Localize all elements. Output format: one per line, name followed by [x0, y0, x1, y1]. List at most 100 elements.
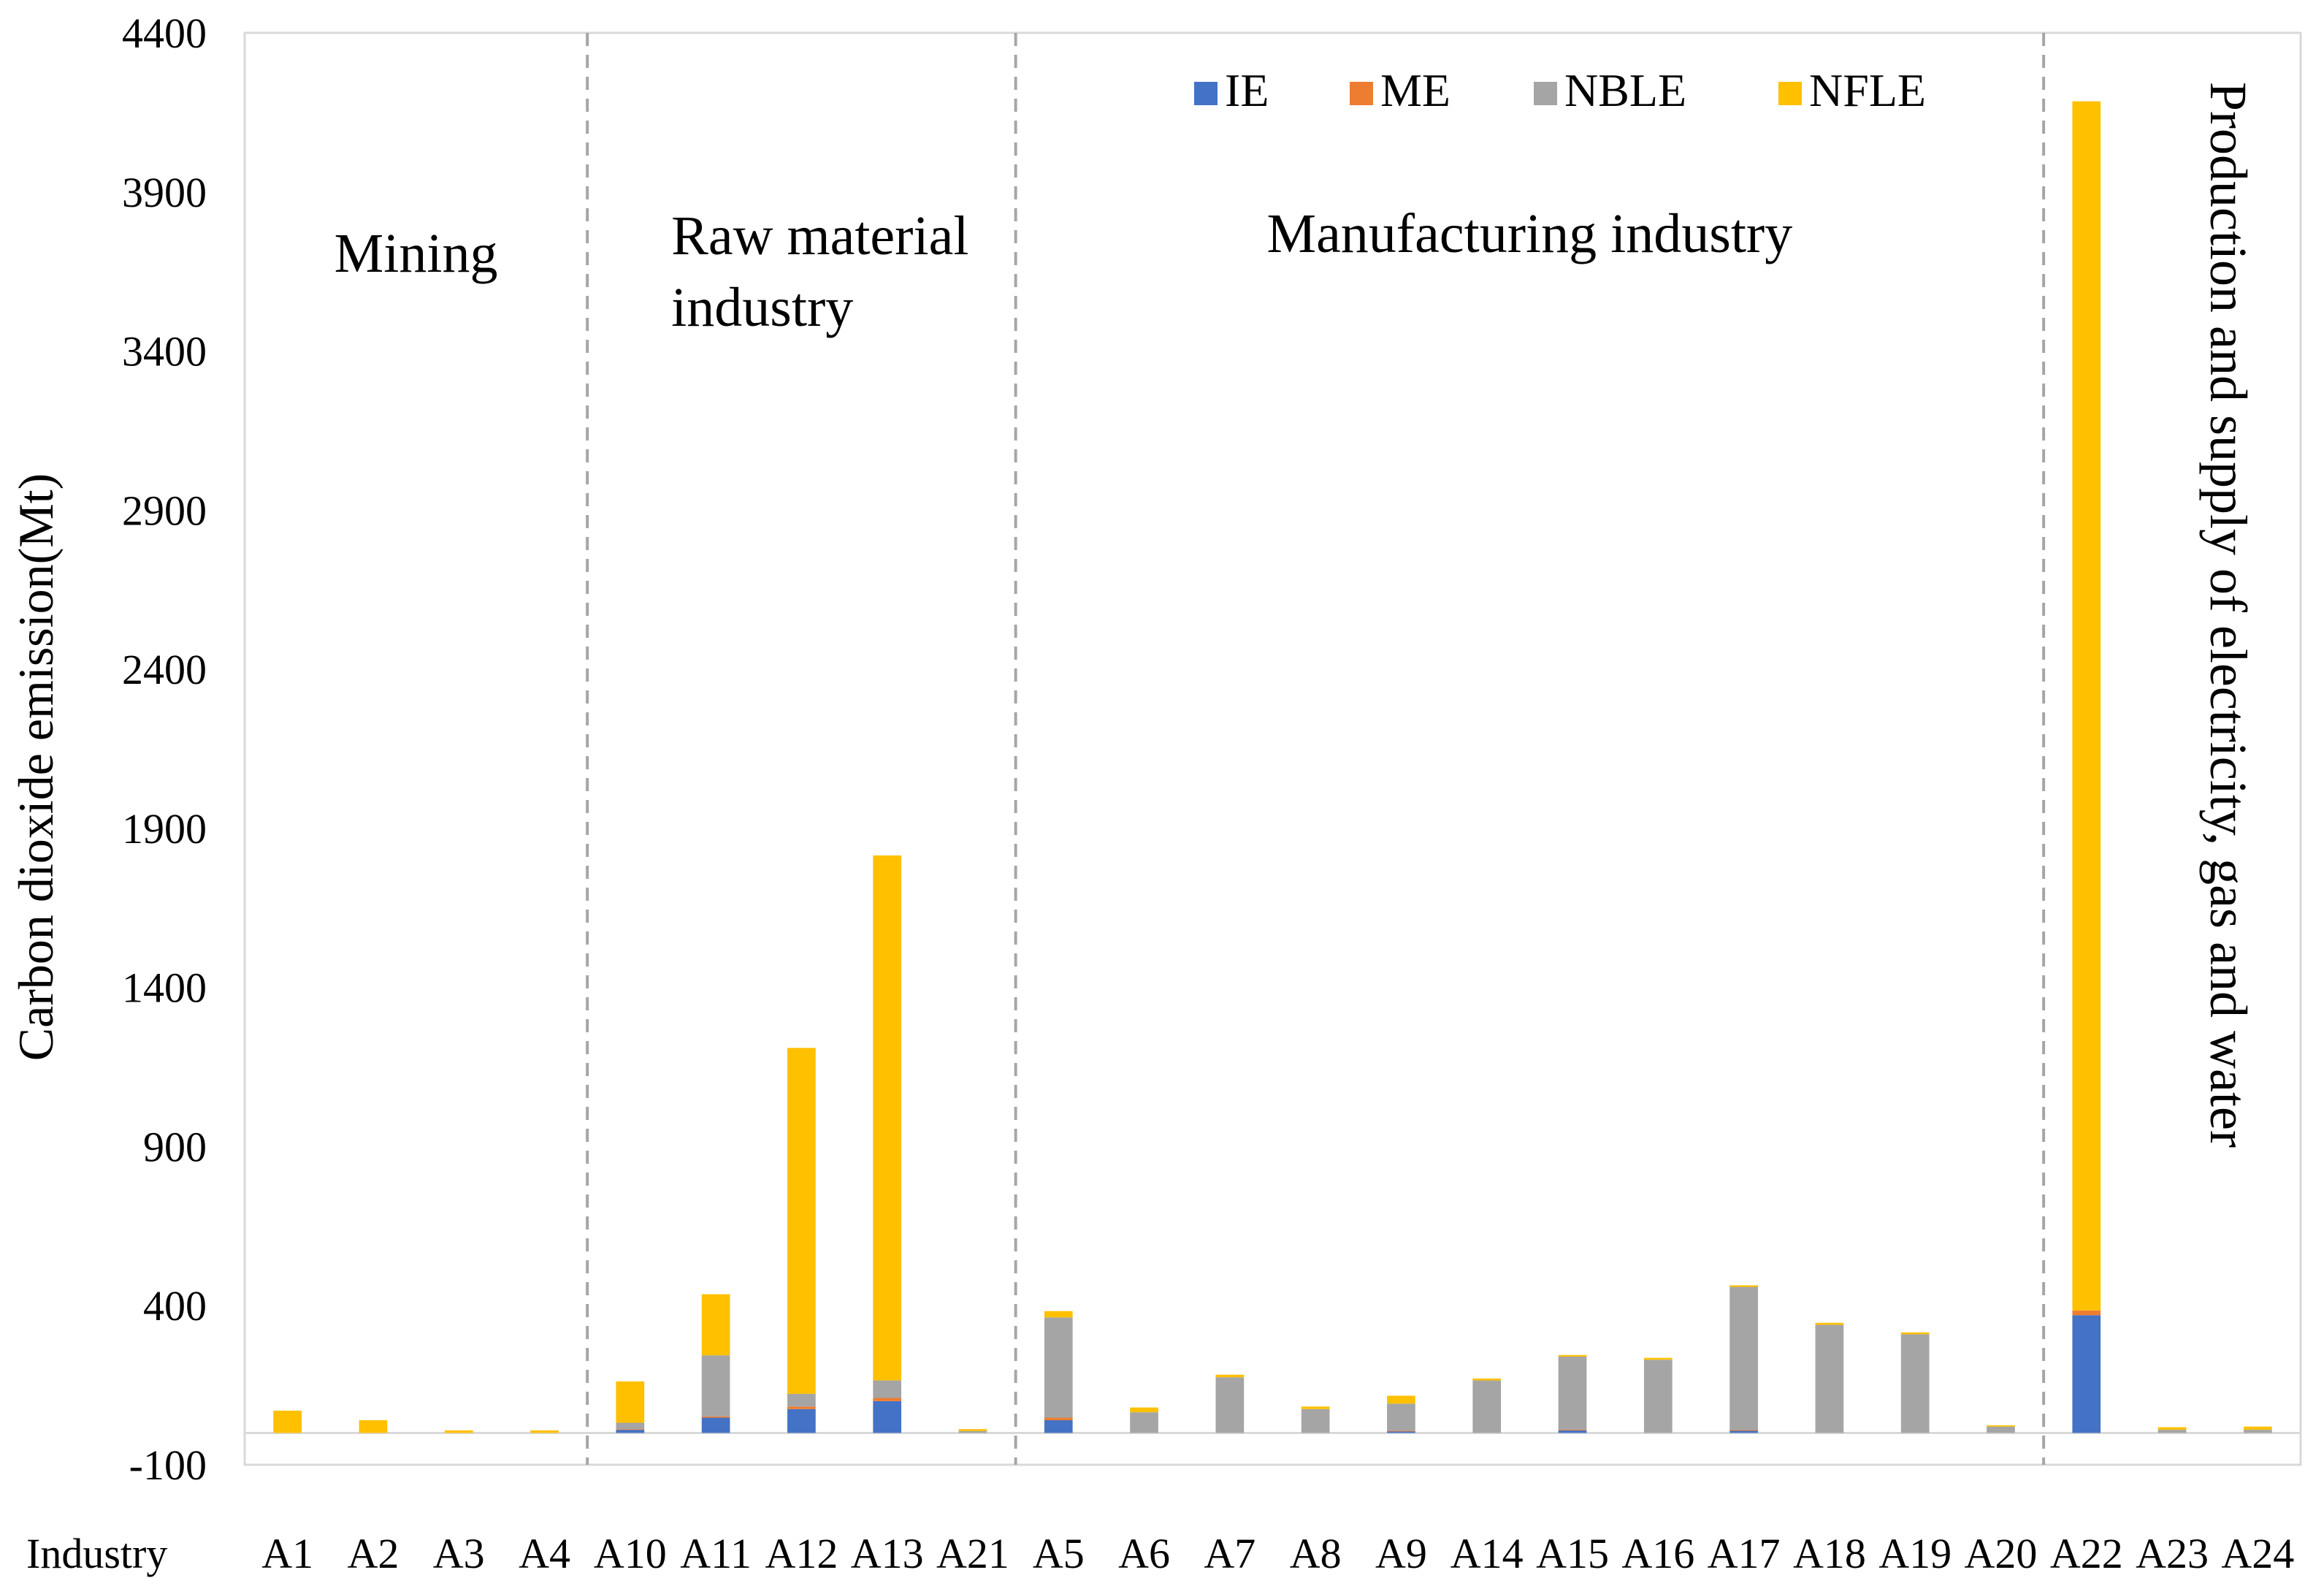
bar-segment-nfle-a18 — [1815, 1322, 1844, 1325]
bar-segment-ie-a13 — [873, 1400, 902, 1433]
bar-segment-nble-a18 — [1815, 1324, 1844, 1433]
y-tick-label: 2400 — [122, 646, 207, 693]
bar-segment-nble-a24 — [2244, 1430, 2272, 1433]
bar-segment-ie-a11 — [701, 1417, 730, 1433]
bar-segment-nble-a20 — [1987, 1426, 2015, 1433]
bar-segment-nfle-a5 — [1044, 1311, 1073, 1318]
bar-segment-ie-a12 — [787, 1409, 816, 1433]
bar-segment-nble-a7 — [1215, 1377, 1245, 1433]
legend-item-nble: NBLE — [1534, 64, 1686, 116]
bar-segment-nfle-a7 — [1215, 1374, 1245, 1378]
bar-segment-nble-a17 — [1729, 1287, 1758, 1430]
x-tick-label: A23 — [2136, 1530, 2209, 1577]
x-tick-label: A20 — [1965, 1530, 2038, 1577]
x-tick-label: A7 — [1204, 1530, 1255, 1577]
x-tick-label: A19 — [1878, 1530, 1952, 1577]
bars — [273, 101, 2272, 1433]
bar-segment-nble-a6 — [1130, 1412, 1158, 1433]
x-tick-label: A16 — [1621, 1530, 1694, 1577]
bar-segment-nfle-a8 — [1301, 1406, 1330, 1409]
y-tick-label: 400 — [143, 1282, 207, 1330]
y-tick-label: 3400 — [122, 328, 207, 376]
bar-segment-nble-a19 — [1900, 1334, 1930, 1433]
legend-swatch — [1350, 82, 1373, 105]
y-axis-title: Carbon dioxide emission(Mt) — [8, 473, 64, 1061]
x-axis-title: Industry — [26, 1530, 167, 1577]
bar-segment-nfle-a24 — [2244, 1426, 2272, 1430]
bar-segment-nfle-a12 — [787, 1048, 816, 1394]
y-tick-label: 900 — [143, 1123, 207, 1170]
bar-segment-nble-a15 — [1558, 1356, 1587, 1430]
bar-segment-nble-a12 — [787, 1393, 816, 1407]
bar-segment-nble-a14 — [1472, 1380, 1502, 1433]
group-label: Mining — [335, 223, 498, 284]
group-label-line: Raw material — [671, 205, 968, 267]
bar-segment-nfle-a9 — [1387, 1395, 1415, 1404]
x-tick-label: A9 — [1375, 1530, 1427, 1577]
bar-segment-ie-a17 — [1729, 1430, 1758, 1433]
bar-segment-ie-a5 — [1044, 1420, 1073, 1433]
bar-segment-me-a11 — [701, 1416, 730, 1418]
x-tick-label: A1 — [261, 1530, 313, 1577]
x-tick-label: A3 — [433, 1530, 485, 1577]
bar-segment-nfle-a20 — [1987, 1425, 2015, 1427]
legend-item-nfle: NFLE — [1778, 64, 1926, 116]
bar-segment-nfle-a13 — [873, 855, 902, 1381]
group-label-line: Manufacturing industry — [1267, 203, 1793, 264]
bar-segment-nfle-a3 — [444, 1430, 473, 1433]
bar-segment-nfle-a16 — [1643, 1357, 1673, 1360]
legend-swatch — [1534, 82, 1557, 105]
legend-label: ME — [1380, 64, 1450, 116]
legend-swatch — [1778, 82, 1802, 105]
bar-segment-nble-a5 — [1044, 1317, 1073, 1418]
legend-item-me: ME — [1350, 64, 1450, 116]
x-tick-label: A13 — [851, 1530, 924, 1577]
y-tick-label: 2900 — [122, 487, 207, 534]
y-tick-label: 1400 — [122, 964, 207, 1012]
group-label: Raw material industry — [671, 205, 968, 338]
x-tick-label: A5 — [1033, 1530, 1085, 1577]
y-tick-label: 4400 — [122, 9, 207, 57]
group-label-line: industry — [671, 277, 853, 338]
x-tick-label: A6 — [1118, 1530, 1170, 1577]
bar-segment-me-a17 — [1729, 1430, 1758, 1431]
bar-segment-me-a12 — [787, 1406, 816, 1409]
bar-segment-nble-a21 — [958, 1430, 987, 1433]
bar-segment-me-a10 — [616, 1429, 645, 1430]
x-axis: A1 A2 A3 A4 A10 A11 A12 A13 A21 A5 A6 A7 A8 A9 A14 A15 A… — [261, 1530, 2294, 1577]
bar-segment-nfle-a15 — [1558, 1354, 1587, 1357]
group-label-line: Mining — [335, 223, 498, 284]
bar-segment-nble-a11 — [701, 1355, 730, 1417]
bar-segment-nfle-a2 — [359, 1420, 388, 1433]
y-tick-label: 1900 — [122, 805, 207, 853]
bar-segment-nfle-a19 — [1900, 1332, 1930, 1335]
bar-segment-nble-a8 — [1301, 1409, 1330, 1433]
legend-label: NBLE — [1564, 64, 1686, 116]
bar-segment-ie-a22 — [2072, 1315, 2101, 1433]
bar-segment-me-a22 — [2072, 1310, 2101, 1316]
bar-segment-nfle-a22 — [2072, 101, 2101, 1311]
y-tick-label: 3900 — [122, 169, 207, 216]
y-axis: -100 400 900 1400 1900 2400 2900 3400 3900 4400 — [122, 9, 207, 1489]
legend-item-ie: IE — [1194, 64, 1269, 116]
x-tick-label: A12 — [765, 1530, 838, 1577]
bar-segment-ie-a9 — [1387, 1431, 1415, 1433]
legend-label: NFLE — [1809, 64, 1926, 116]
x-tick-label: A11 — [680, 1530, 752, 1577]
legend-swatch — [1194, 82, 1218, 105]
group-label: Manufacturing industry — [1267, 203, 1793, 264]
bar-segment-nfle-a14 — [1472, 1378, 1502, 1381]
bar-segment-ie-a10 — [616, 1430, 645, 1433]
bar-segment-nfle-a4 — [530, 1430, 559, 1433]
x-tick-label: A24 — [2221, 1530, 2294, 1577]
x-tick-label: A14 — [1450, 1530, 1524, 1577]
x-tick-label: A10 — [594, 1530, 667, 1577]
bar-segment-ie-a15 — [1558, 1430, 1587, 1433]
bar-segment-me-a9 — [1387, 1430, 1415, 1432]
group-dividers — [245, 33, 2301, 1465]
bar-segment-nble-a9 — [1387, 1403, 1415, 1431]
bar-segment-nfle-a11 — [701, 1294, 730, 1356]
bar-segment-nfle-a21 — [958, 1429, 987, 1431]
legend-label: IE — [1225, 64, 1269, 116]
group-labels: Mining Raw material industry Manufacturing … — [335, 82, 2258, 1148]
